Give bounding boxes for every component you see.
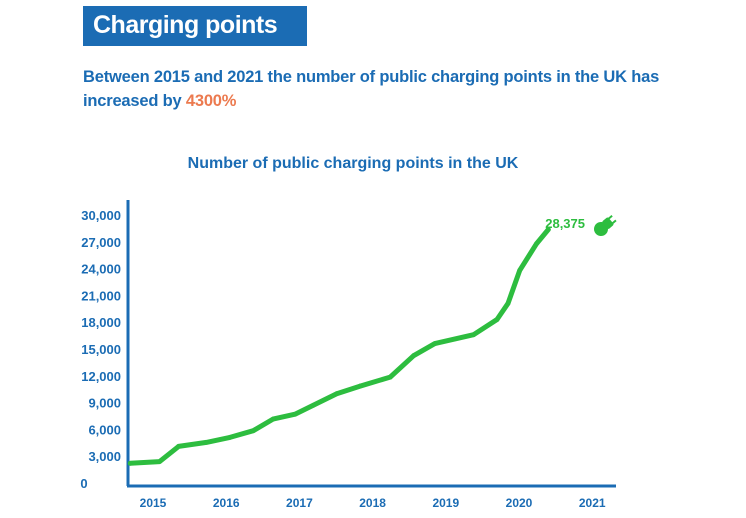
- plug-icon: [594, 215, 617, 236]
- x-tick-label: 2016: [213, 496, 240, 510]
- y-tick-label: 12,000: [81, 369, 121, 384]
- data-point: [157, 459, 162, 464]
- y-tick-label: 6,000: [88, 422, 121, 437]
- subtitle-text: Between 2015 and 2021 the number of publ…: [83, 68, 660, 110]
- x-tick-label: 2018: [359, 496, 386, 510]
- x-tick-label: 2017: [286, 496, 313, 510]
- data-point: [411, 353, 416, 359]
- data-point: [471, 332, 477, 338]
- x-tick-label: 2019: [432, 496, 459, 510]
- data-point: [534, 241, 539, 246]
- title-banner: Charging points: [83, 6, 307, 46]
- y-tick-label: 27,000: [81, 235, 121, 250]
- y-tick-label: 15,000: [81, 342, 121, 357]
- y-tick-label: 21,000: [81, 288, 121, 303]
- end-data-label: 28,375: [545, 216, 585, 231]
- series-line: [127, 227, 551, 466]
- data-point: [505, 301, 511, 306]
- data-point: [127, 460, 133, 466]
- page-title: Charging points: [93, 11, 278, 39]
- data-point: [494, 317, 500, 322]
- data-point: [227, 435, 233, 440]
- data-point: [270, 416, 276, 422]
- x-tick-label: 2021: [579, 496, 606, 510]
- data-point: [545, 227, 551, 232]
- y-tick-label: 9,000: [88, 396, 121, 411]
- x-tick-label: 2020: [506, 496, 533, 510]
- data-point: [204, 439, 209, 445]
- data-point: [250, 428, 256, 434]
- data-point: [334, 391, 340, 397]
- data-point: [357, 383, 363, 389]
- subtitle-highlight: 4300%: [185, 92, 237, 110]
- y-tick-label: 24,000: [81, 262, 121, 277]
- data-point: [292, 411, 298, 417]
- y-tick-label: 0: [80, 476, 87, 491]
- chart-title: Number of public charging points in the …: [188, 155, 519, 172]
- y-tick-label: 18,000: [81, 315, 121, 330]
- y-tick-label: 30,000: [81, 208, 121, 223]
- data-point: [310, 402, 316, 408]
- x-tick-label: 2015: [140, 496, 167, 510]
- y-tick-label: 3,000: [88, 449, 121, 464]
- data-point: [176, 443, 182, 449]
- data-point: [517, 267, 523, 273]
- subtitle: Between 2015 and 2021 the number of publ…: [83, 65, 663, 113]
- data-point: [432, 341, 438, 347]
- data-point: [387, 374, 393, 380]
